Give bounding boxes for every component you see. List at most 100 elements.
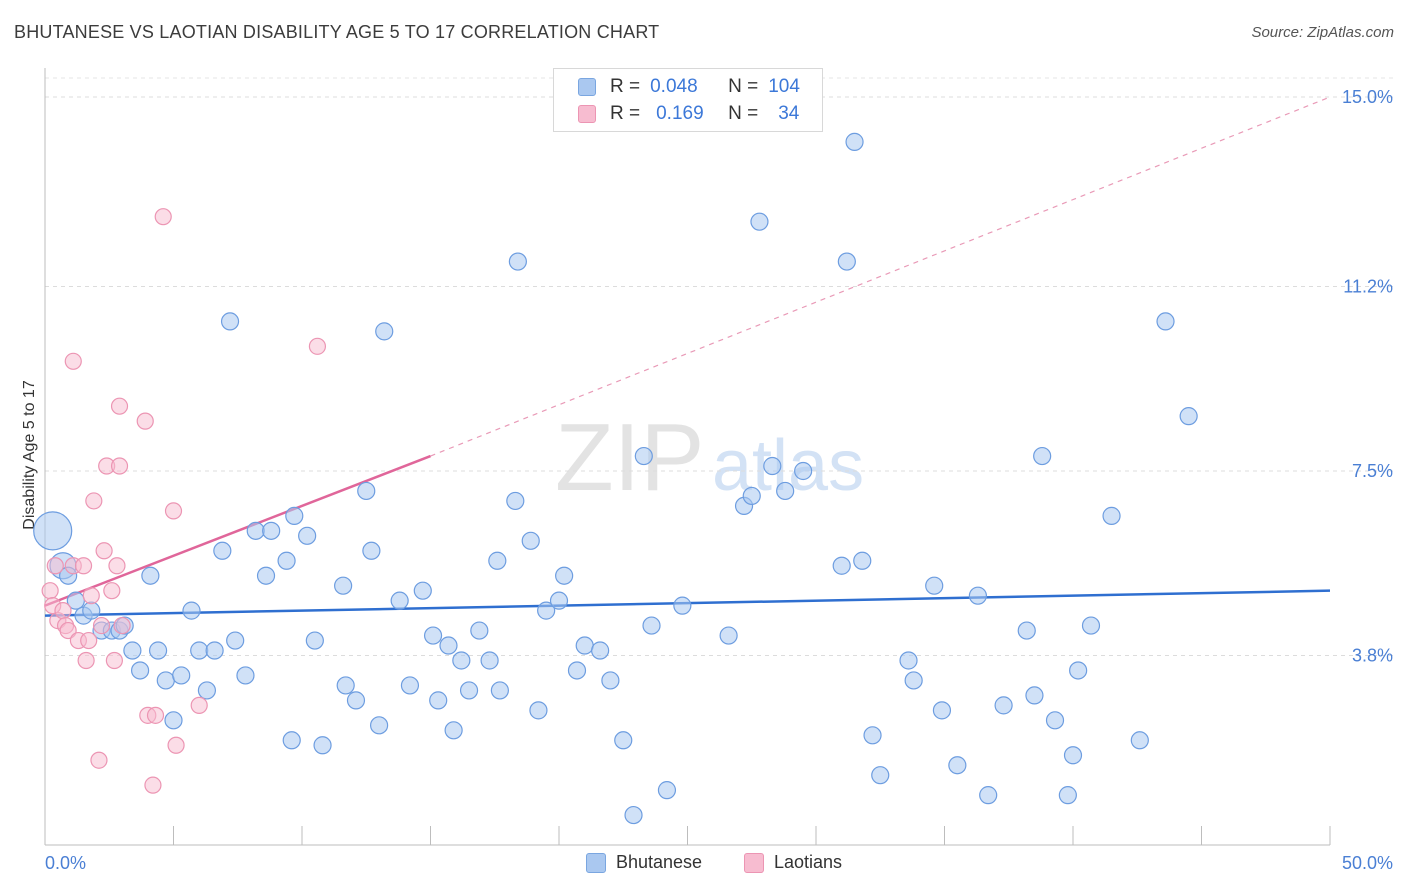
legend-r-label: R = [610,76,641,97]
bhutanese-point [1179,407,1198,426]
laotian-point [90,751,108,769]
bhutanese-point [1045,711,1065,730]
laotian-points [41,208,327,794]
legend-laotians: Laotians [744,852,842,873]
watermark: ZIP atlas [555,404,864,511]
bhutanese-point [423,626,443,645]
bhutanese-point [148,641,168,660]
bhutanese-point [357,481,376,501]
bhutanese-point [763,456,782,476]
laotian-point [82,587,100,605]
bhutanese-point [164,711,183,730]
laotian-point [110,457,129,475]
trend-lines [44,96,1331,617]
bhutanese-point [336,676,355,695]
bhutanese-points [33,132,1198,825]
laotian-point [64,352,82,370]
x-tick-label-max: 50.0% [1342,853,1393,873]
y-axis-label: Disability Age 5 to 17 [21,380,38,530]
bhutanese-point [370,716,389,735]
laotian-point [92,616,111,635]
bhutanese-point [1033,446,1052,466]
bhutanese-point [871,766,890,785]
bhutanese-point [776,481,795,501]
laotian-point [110,397,129,415]
legend-r-value: 0.169 [656,103,704,124]
bhutanese-point [305,631,324,650]
bhutanese-point [213,541,232,560]
bhutanese-point [904,671,923,690]
legend-r-value: 0.048 [650,76,698,97]
legend-swatch-pink [578,105,596,123]
bhutanese-point [33,511,73,551]
legend-r-label: R = [610,103,641,124]
bhutanese-point [1081,616,1101,635]
bhutanese-point [156,671,175,690]
bhutanese-point [899,651,918,670]
bhutanese-point [220,312,240,331]
legend-row-laotians: R = 0.169 N = 34 [578,102,799,126]
bhutanese-point [794,461,813,481]
bhutanese-point [226,631,245,650]
bhutanese-point [948,756,967,775]
bhutanese-point [575,636,594,655]
laotian-point [108,557,126,575]
bhutanese-point [1025,686,1044,705]
laotian-point [54,602,72,620]
correlation-legend: R = 0.048 N = 104 R = 0.169 N = 34 [553,68,823,132]
bhutanese-point [488,551,507,570]
bhutanese-point [459,681,479,700]
bhutanese-point [521,531,540,550]
bhutanese-point [190,641,209,660]
bhutanese-point [508,252,527,271]
laotian-point [146,706,165,724]
bhutanese-point [390,591,409,610]
y-tick-label: 7.5% [1352,461,1393,481]
y-tick-label: 3.8% [1352,646,1393,666]
bhutanese-point [673,596,692,615]
bhutanese-point [362,541,381,560]
laotian-point [167,736,185,754]
laotian-point [144,776,162,794]
bhutanese-point [256,566,276,585]
bhutanese-point [282,731,301,750]
laotian-point [85,492,103,510]
bhutanese-point [452,651,471,670]
bhutanese-point [1069,661,1088,680]
laotian-point [41,582,59,600]
bhutanese-point [262,521,281,540]
bhutanese-point [837,252,856,271]
bhutanese-point [549,591,569,610]
bhutanese-point [285,506,304,525]
bhutanese-point [429,691,448,710]
bhutanese-point [614,731,633,750]
source-label: Source: ZipAtlas.com [1251,24,1394,41]
bhutanese-point [853,551,872,570]
bhutanese-label: Bhutanese [616,852,703,872]
laotian-trend-extension [430,96,1331,457]
laotians-label: Laotians [774,852,843,872]
bhutanese-point [567,661,587,680]
bhutanese-point [537,601,556,620]
bhutanese-point [444,721,463,740]
laotian-point [74,557,93,575]
bhutanese-point [123,641,142,660]
bhutanese-point [1017,621,1036,640]
bhutanese-point [182,601,201,620]
x-tick-label-min: 0.0% [45,853,86,873]
bhutanese-point [439,636,458,655]
laotian-point [59,621,77,640]
bhutanese-point [346,691,366,710]
bhutanese-point [845,132,864,151]
bhutanese-point [634,446,653,466]
bhutanese-point [470,621,489,640]
laotian-point [308,337,327,355]
bhutanese-point [529,701,548,720]
bhutanese-point [925,576,944,595]
bhutanese-point [172,666,191,685]
bhutanese-point [642,616,661,635]
laotian-point [77,651,95,670]
laotian-point [154,208,172,226]
laotian-point [46,557,64,575]
tick-labels: 3.8% 7.5% 11.2% 15.0% 0.0% 50.0% [45,87,1393,873]
